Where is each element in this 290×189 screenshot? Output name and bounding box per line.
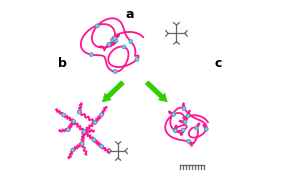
- Text: b: b: [58, 57, 67, 70]
- Circle shape: [181, 128, 185, 132]
- Text: c: c: [215, 57, 222, 70]
- Polygon shape: [145, 81, 167, 102]
- Circle shape: [107, 43, 111, 46]
- Circle shape: [122, 45, 126, 49]
- Circle shape: [82, 130, 86, 133]
- Circle shape: [172, 113, 175, 116]
- Circle shape: [93, 120, 97, 124]
- Circle shape: [129, 40, 133, 43]
- Circle shape: [173, 129, 177, 133]
- Circle shape: [110, 38, 114, 42]
- Circle shape: [71, 148, 75, 152]
- Circle shape: [92, 138, 96, 142]
- Circle shape: [114, 39, 118, 43]
- Circle shape: [113, 70, 117, 73]
- Circle shape: [100, 145, 103, 148]
- Circle shape: [77, 110, 81, 114]
- Circle shape: [95, 24, 99, 28]
- Circle shape: [183, 120, 187, 124]
- Circle shape: [204, 127, 208, 131]
- Text: a: a: [125, 8, 133, 21]
- Circle shape: [182, 107, 186, 110]
- Circle shape: [72, 119, 75, 123]
- Circle shape: [195, 126, 198, 130]
- Circle shape: [80, 142, 84, 146]
- Circle shape: [113, 37, 117, 40]
- Circle shape: [62, 113, 65, 117]
- Circle shape: [135, 57, 139, 61]
- Circle shape: [100, 113, 103, 117]
- Circle shape: [187, 139, 191, 143]
- Circle shape: [186, 114, 190, 118]
- Circle shape: [89, 53, 93, 57]
- Circle shape: [66, 128, 70, 132]
- Polygon shape: [102, 81, 124, 102]
